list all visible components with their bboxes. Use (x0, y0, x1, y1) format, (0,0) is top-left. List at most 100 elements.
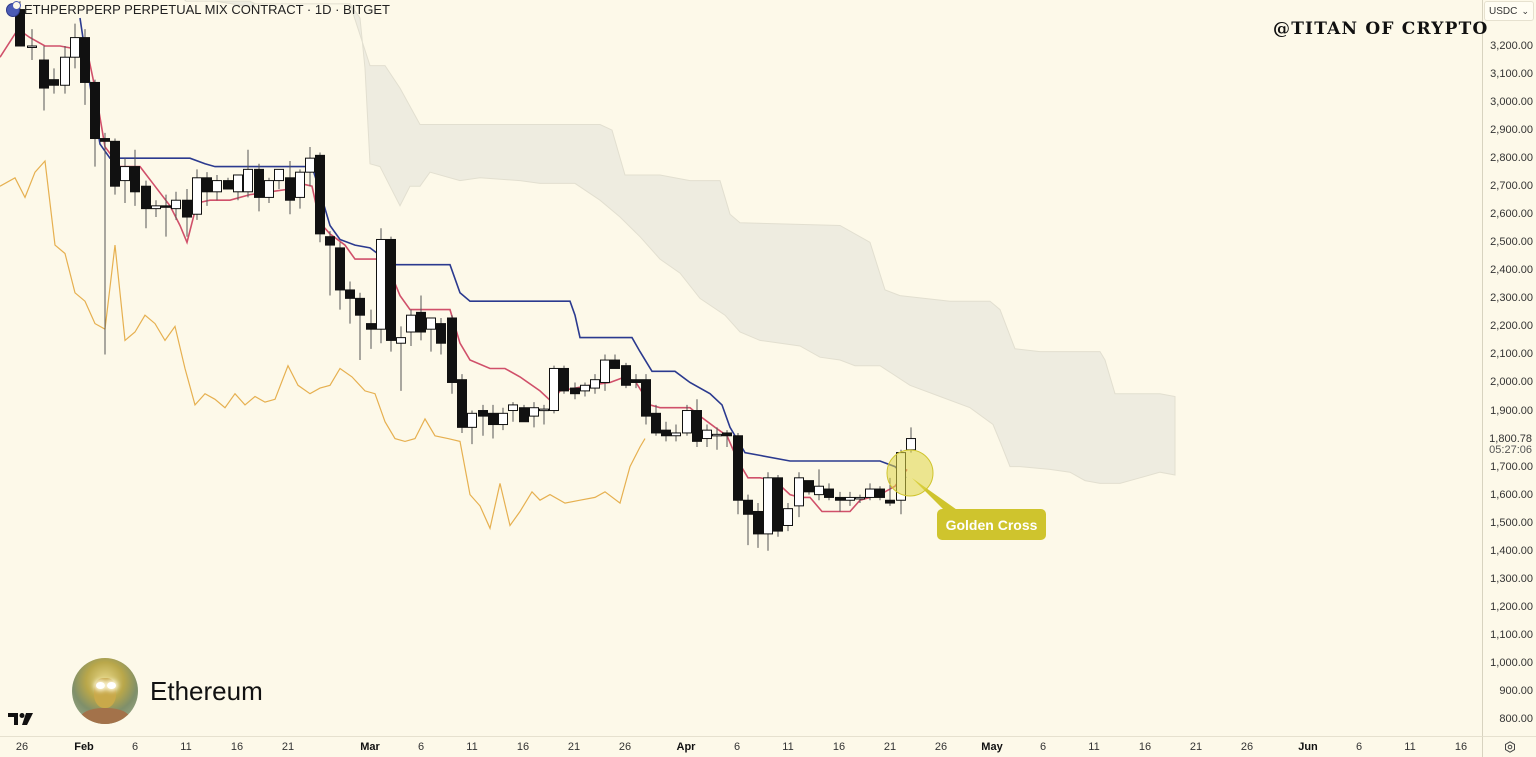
candle (70, 23, 80, 69)
avatar-body (80, 708, 130, 724)
candle (519, 404, 529, 423)
candle (702, 424, 712, 447)
time-label: 6 (733, 741, 741, 753)
price-chart-canvas[interactable] (0, 0, 1482, 736)
candle (794, 472, 804, 518)
candle (161, 194, 171, 237)
price-label: 1,300.00 (1490, 572, 1533, 585)
price-label: 1,600.00 (1490, 488, 1533, 501)
candle (733, 432, 743, 515)
candle (621, 362, 631, 389)
candle (671, 424, 681, 442)
candle (692, 399, 702, 447)
candle (233, 174, 243, 201)
candle (875, 486, 885, 501)
candle (478, 404, 488, 436)
time-label: May (981, 741, 1003, 753)
cloud-area (184, 0, 1176, 484)
time-label: Feb (74, 741, 94, 753)
candle (498, 407, 508, 431)
candle (325, 231, 335, 296)
candle (355, 292, 365, 361)
currency-select[interactable]: USDC ⌄ (1484, 1, 1534, 21)
tradingview-logo-icon[interactable] (8, 712, 34, 726)
avatar (72, 658, 138, 724)
time-label: 6 (131, 741, 139, 753)
candle (600, 354, 610, 391)
candle (223, 177, 233, 190)
time-label: 11 (782, 741, 794, 753)
candle (641, 374, 651, 425)
gear-icon (1505, 741, 1515, 753)
candle (366, 309, 376, 349)
ichimoku-cloud (184, 0, 1176, 484)
time-axis[interactable]: 26 Feb 6 11 16 21 Mar 6 11 16 21 26 Apr 6 11 16 21 26 May 6… (0, 736, 1482, 757)
candle (274, 168, 284, 190)
candle (202, 172, 212, 206)
time-label: 16 (1454, 741, 1468, 753)
candle (396, 326, 406, 391)
candle (192, 169, 202, 220)
candle (722, 430, 732, 447)
candle (406, 309, 416, 347)
candle (529, 402, 539, 428)
time-label: 26 (15, 741, 29, 753)
candle (753, 503, 763, 548)
candle (182, 189, 192, 237)
candle (559, 365, 569, 394)
candle (661, 421, 671, 442)
time-label: 6 (417, 741, 425, 753)
watermark: @TITAN OF CRYPTO (1273, 19, 1489, 39)
candle (783, 503, 793, 532)
candle (488, 404, 498, 439)
candle (376, 228, 386, 344)
time-label: 11 (1404, 741, 1416, 753)
candle (212, 174, 222, 201)
price-label: 2,100.00 (1490, 348, 1533, 361)
bar-countdown: 05:27:06 (1489, 444, 1532, 456)
chart-settings-button[interactable] (1482, 736, 1536, 757)
candle (243, 149, 253, 198)
price-label: 2,700.00 (1490, 180, 1533, 193)
time-label: 16 (230, 741, 244, 753)
candle (335, 242, 345, 310)
candle (39, 46, 49, 111)
price-label: 2,000.00 (1490, 376, 1533, 389)
chikou-span-line (0, 159, 646, 531)
time-label: 26 (618, 741, 632, 753)
eth-coin-icon (6, 0, 21, 17)
price-label: 800.00 (1499, 712, 1533, 725)
candle (549, 365, 559, 414)
price-label: 3,000.00 (1490, 96, 1533, 109)
candle (264, 177, 274, 204)
price-label: 1,500.00 (1490, 516, 1533, 529)
price-label: 2,600.00 (1490, 208, 1533, 221)
price-axis[interactable]: 3,200.00 3,100.00 3,000.00 2,900.00 2,800.00… (1482, 0, 1536, 736)
candle (773, 475, 783, 537)
time-label: 11 (466, 741, 478, 753)
time-label: 11 (1088, 741, 1100, 753)
price-label: 1,700.00 (1490, 460, 1533, 473)
candle (570, 382, 580, 400)
candle (151, 200, 161, 218)
time-label: 26 (934, 741, 948, 753)
price-label: 2,200.00 (1490, 320, 1533, 333)
brand-name: Ethereum (150, 675, 263, 706)
time-label: 16 (516, 741, 530, 753)
candle (447, 315, 457, 394)
golden-cross-circle (886, 449, 934, 497)
time-label: 21 (883, 741, 897, 753)
candle (90, 79, 100, 167)
candlesticks (15, 1, 916, 551)
candle (580, 382, 590, 397)
candle (651, 404, 661, 436)
candle (610, 354, 620, 369)
candle (315, 152, 325, 243)
currency-label: USDC (1489, 5, 1518, 17)
price-label: 3,200.00 (1490, 40, 1533, 52)
price-label: 1,900.00 (1490, 404, 1533, 417)
candle (457, 374, 467, 433)
price-label: 900.00 (1499, 684, 1533, 697)
candle (416, 295, 426, 341)
symbol-title: ETHPERPPERP PERPETUAL MIX CONTRACT · 1D … (24, 2, 390, 17)
